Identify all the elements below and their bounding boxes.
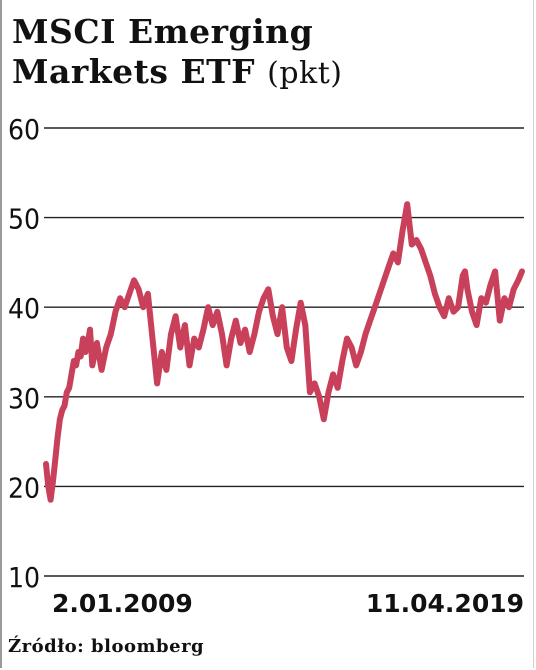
x-tick-label: 2.01.2009 <box>52 589 193 618</box>
source-note: Źródło: bloomberg <box>8 636 205 657</box>
chart-unit: (pkt) <box>267 56 343 91</box>
series-layer <box>43 201 525 503</box>
y-tick-label: 20 <box>8 471 40 504</box>
x-tick-label: 11.04.2019 <box>366 589 524 618</box>
y-tick-label: 50 <box>8 203 40 236</box>
y-tick-label: 60 <box>8 113 40 146</box>
x-axis-labels: 2.01.2009 11.04.2019 <box>52 589 524 618</box>
grid-lines <box>44 127 524 577</box>
y-tick-label: 10 <box>8 561 40 594</box>
series-line <box>43 201 525 503</box>
chart-title-text-2: Markets ETF <box>12 52 256 91</box>
y-tick-label: 30 <box>8 382 40 415</box>
y-axis-ticks: 60 50 40 30 20 10 <box>8 113 40 594</box>
chart-title-line-1: MSCI Emerging <box>12 12 313 51</box>
y-tick-label: 40 <box>8 292 40 325</box>
chart-title-line-2: Markets ETF (pkt) <box>12 52 342 91</box>
chart-title-text-1: MSCI Emerging <box>12 12 314 51</box>
